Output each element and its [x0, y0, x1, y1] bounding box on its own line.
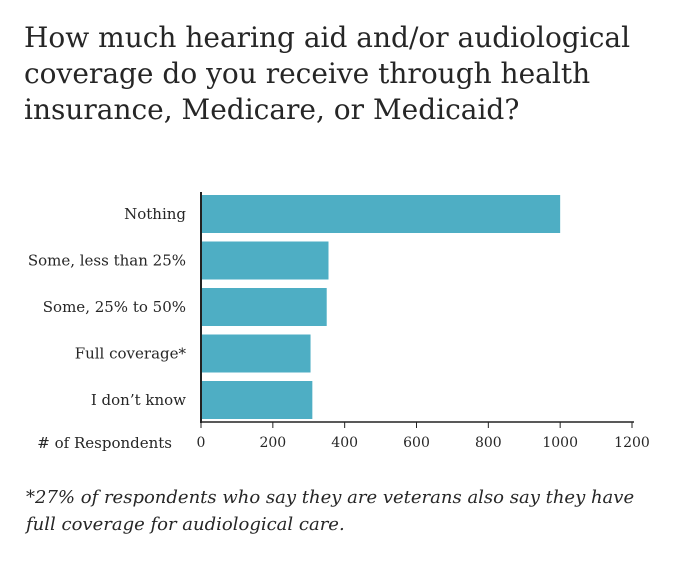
category-labels: Nothing Some, less than 25% Some, 25% to 5…: [28, 205, 187, 409]
x-axis-ticks: 0 200 400 600 800 1000 1200: [197, 422, 650, 451]
category-label-3: Full coverage*: [75, 345, 187, 363]
x-axis-label: # of Respondents: [37, 434, 172, 452]
footnote: *27% of respondents who say they are vet…: [26, 487, 635, 535]
category-label-4: I don’t know: [91, 391, 186, 409]
bar-4: [201, 381, 313, 419]
category-label-1: Some, less than 25%: [28, 252, 186, 270]
x-tick-label-2: 400: [331, 435, 358, 451]
bar-2: [201, 288, 327, 326]
x-tick-label-1: 200: [259, 435, 286, 451]
chart-title: How much hearing aid and/or audiological…: [24, 21, 631, 126]
x-tick-label-5: 1000: [542, 435, 578, 451]
x-tick-label-4: 800: [475, 435, 502, 451]
category-label-2: Some, 25% to 50%: [43, 298, 186, 316]
x-tick-label-6: 1200: [614, 435, 650, 451]
bars-layer: [201, 195, 561, 419]
category-label-0: Nothing: [124, 205, 186, 223]
bar-1: [201, 241, 329, 280]
x-tick-label-0: 0: [197, 435, 206, 451]
bar-0: [201, 195, 561, 233]
bar-3: [201, 334, 311, 373]
bar-chart: Nothing Some, less than 25% Some, 25% to 5…: [28, 192, 650, 452]
x-tick-label-3: 600: [403, 435, 430, 451]
